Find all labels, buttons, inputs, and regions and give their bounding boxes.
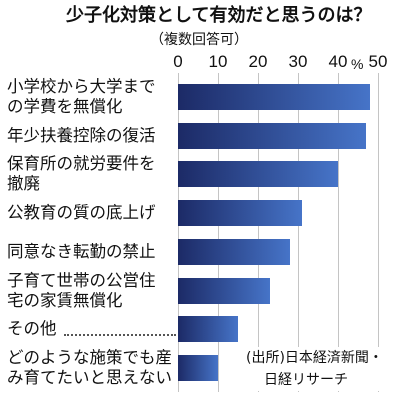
gridline [177, 73, 179, 392]
category-label: 同意なき転勤の禁止 [7, 241, 156, 261]
category-label: どのような施策でも産 み育てたいと思えない [7, 347, 172, 387]
x-tick-label: 0 [173, 52, 183, 71]
category-label: 子育て世帯の公営住 宅の家賃無償化 [7, 270, 156, 310]
source-note: (出所)日本経済新聞・ 日経リサーチ [246, 347, 396, 391]
bar [178, 84, 370, 110]
gridline [217, 73, 219, 392]
bar [178, 316, 238, 343]
category-label: 年少扶養控除の復活 [7, 125, 156, 145]
x-tick-label: 10 [208, 52, 228, 71]
leader-dots [64, 334, 176, 337]
category-label: その他 [7, 319, 57, 339]
chart-subtitle: （複数回答可） [150, 32, 248, 48]
chart-title: 少子化対策として有効だと思うのは？ [66, 5, 372, 26]
x-tick-label: 50 [368, 52, 388, 71]
bar [178, 238, 290, 265]
bar [178, 161, 338, 188]
gridline [377, 73, 379, 392]
x-tick-label: 30 [288, 52, 308, 71]
gridline [297, 73, 299, 392]
x-tick-label: 40 [328, 52, 348, 71]
gridline [337, 73, 339, 392]
x-tick-label: 20 [248, 52, 268, 71]
category-label: 保育所の就労要件を 撤廃 [7, 154, 156, 194]
x-axis-unit: % [351, 56, 364, 72]
category-label: 公教育の質の底上げ [7, 203, 156, 223]
gridline [257, 73, 259, 392]
bar [178, 277, 270, 304]
bar [178, 354, 218, 381]
bar [178, 122, 366, 149]
category-label: 小学校から大学まで の学費を無償化 [7, 77, 156, 116]
bar [178, 200, 302, 227]
